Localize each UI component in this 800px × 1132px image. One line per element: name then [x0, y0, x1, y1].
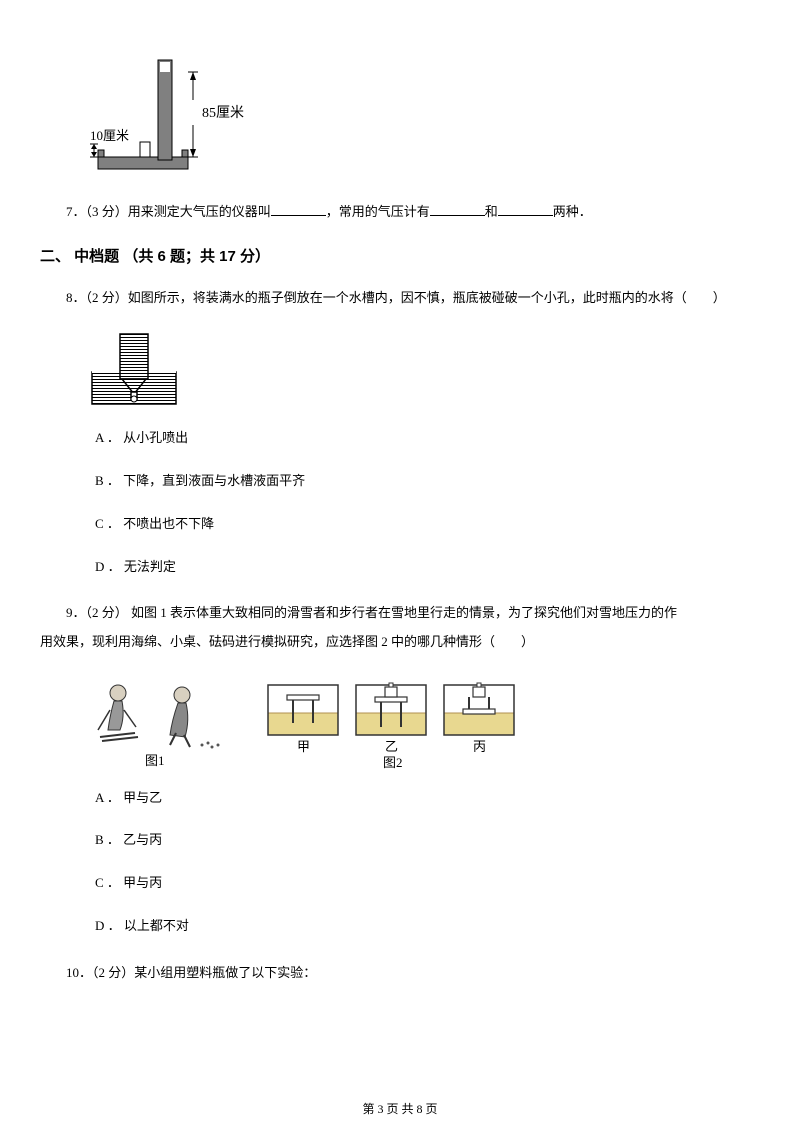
q7-mid2: 和	[485, 204, 498, 219]
q8-option-a: A ． 从小孔喷出	[95, 428, 760, 449]
q7-blank-1	[271, 202, 326, 216]
q9-images: 图1 甲 乙	[90, 675, 760, 770]
q8-option-c: C ． 不喷出也不下降	[95, 514, 760, 535]
q9-option-b: B ． 乙与丙	[95, 830, 760, 851]
question-8: 8．（2 分）如图所示，将装满水的瓶子倒放在一个水槽内，因不慎，瓶底被碰破一个小…	[40, 284, 760, 313]
sponge-label-3: 丙	[473, 739, 486, 754]
page-footer: 第 3 页 共 8 页	[0, 1100, 800, 1117]
q7-blank-2	[430, 202, 485, 216]
q8-option-d: D ． 无法判定	[95, 557, 760, 578]
q7-suffix: 两种．	[553, 204, 592, 219]
fig2-caption: 图2	[383, 755, 403, 770]
q7-prefix: 7．（3 分）用来测定大气压的仪器叫	[66, 204, 271, 219]
q9-option-a: A ． 甲与乙	[95, 788, 760, 809]
question-7: 7．（3 分）用来测定大气压的仪器叫 ，常用的气压计有 和 两种．	[40, 198, 760, 227]
fig1-caption: 图1	[145, 753, 165, 768]
q8-option-b: B ． 下降，直到液面与水槽液面平齐	[95, 471, 760, 492]
barometer-85cm-label: 85厘米	[202, 105, 244, 121]
question-9-line1: 9．（2 分） 如图 1 表示体重大致相同的滑雪者和步行者在雪地里行走的情景，为…	[40, 599, 760, 628]
sponge-label-2: 乙	[385, 739, 398, 754]
q9-option-c: C ． 甲与丙	[95, 873, 760, 894]
barometer-figure: 85厘米 10厘米	[90, 50, 760, 180]
q7-mid1: ，常用的气压计有	[326, 204, 430, 219]
section-2-title: 二、 中档题 （共 6 题；共 17 分）	[40, 245, 760, 266]
question-10: 10．（2 分）某小组用塑料瓶做了以下实验：	[40, 959, 760, 988]
sponge-label-1: 甲	[297, 739, 310, 754]
question-9-line2: 用效果，现利用海绵、小桌、砝码进行模拟研究，应选择图 2 中的哪几种情形（ ）	[40, 628, 760, 657]
q7-blank-3	[498, 202, 553, 216]
barometer-10cm-label: 10厘米	[90, 128, 129, 143]
q9-option-d: D ． 以上都不对	[95, 916, 760, 937]
bottle-figure	[90, 330, 760, 410]
